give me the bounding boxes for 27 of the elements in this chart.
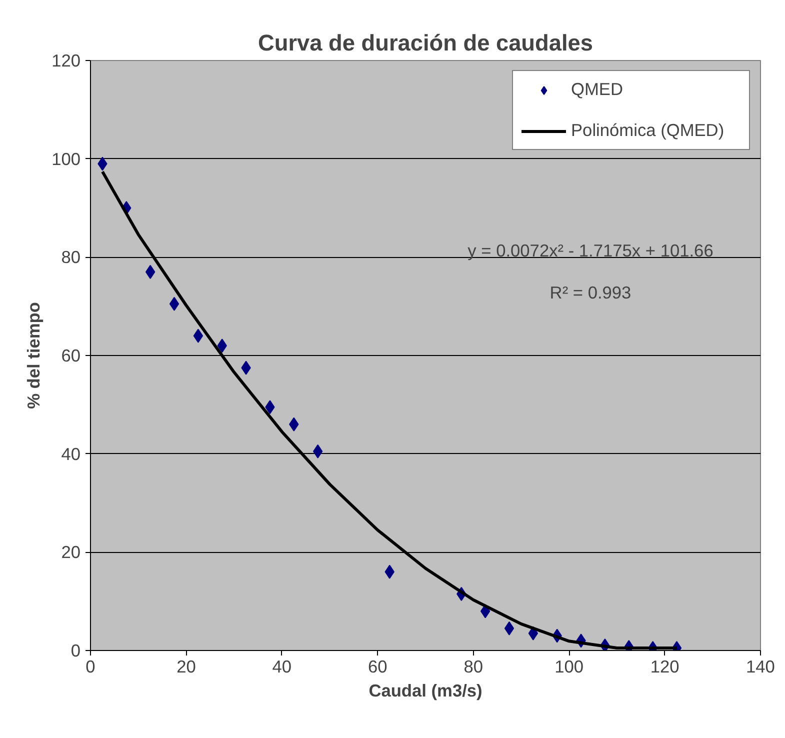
x-tick-label: 20 [176,656,196,676]
y-tick-label: 120 [52,50,81,70]
x-tick-label: 120 [650,656,680,676]
y-tick-label: 0 [70,640,81,660]
annotation: y = 0.0072x² - 1.7175x + 101.66 [468,240,714,260]
y-tick-label: 60 [61,346,81,366]
point [193,328,204,343]
y-tick-label: 80 [61,247,81,268]
x-tick-label: 40 [272,656,292,676]
chart-title: Curva de duración de caudales [258,30,593,56]
legend-label: QMED [571,79,624,100]
x-tick-label: 60 [368,656,388,676]
legend-label: Polinómica (QMED) [571,120,726,141]
point [312,444,323,458]
x-tick-label: 80 [464,656,483,676]
y-axis-title: % del tiempo [24,302,44,409]
x-axis-title: Caudal (m3/s) [368,680,482,700]
annotation: R² = 0.993 [550,282,632,302]
x-tick-label: 0 [86,656,96,676]
point [504,621,514,636]
y-tick-label: 40 [61,444,81,464]
y-tick-label: 20 [61,542,81,562]
x-tick-label: 100 [554,656,584,676]
point [169,296,180,311]
y-tick-label: 100 [52,148,81,169]
point [145,264,156,279]
x-tick-label: 140 [746,656,775,676]
